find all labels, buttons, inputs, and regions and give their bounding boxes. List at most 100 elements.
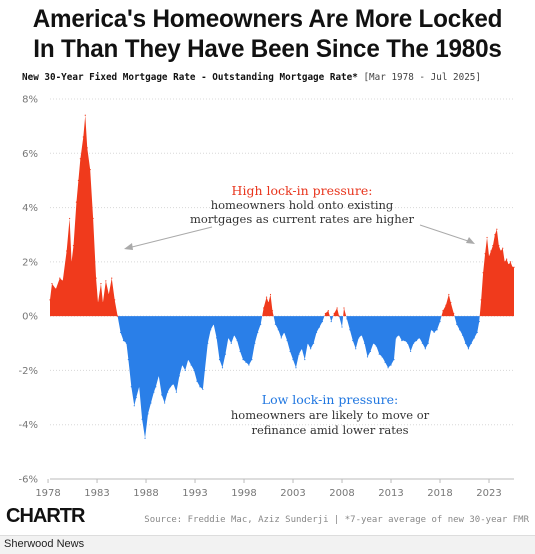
data-point [218, 358, 221, 361]
data-point [464, 342, 467, 344]
data-point [361, 334, 363, 336]
x-tick-label: 1983 [84, 488, 109, 499]
data-point [424, 348, 426, 350]
data-point [445, 304, 447, 306]
data-point [89, 168, 91, 171]
data-point [161, 394, 163, 396]
data-point [412, 342, 415, 344]
data-point [133, 405, 135, 407]
data-point [82, 136, 84, 138]
x-tick-label: 2003 [280, 488, 305, 499]
data-point [117, 315, 119, 317]
y-tick-label: 2% [22, 257, 38, 268]
data-point [127, 358, 129, 361]
data-point [178, 375, 180, 377]
data-point [352, 339, 354, 342]
x-tick-label: 1988 [133, 488, 158, 499]
data-point [375, 345, 377, 347]
data-point [210, 329, 212, 331]
x-tick-label: 2018 [427, 488, 452, 499]
data-point [401, 339, 403, 342]
data-point [215, 337, 218, 339]
data-point [248, 364, 250, 366]
data-point [260, 323, 262, 325]
chart-title: America's Homeowners Are More Locked In … [8, 4, 527, 64]
annotation-low-line2: refinance amid lower rates [251, 423, 408, 437]
data-point [442, 310, 444, 312]
y-tick-label: 6% [22, 149, 38, 160]
annotation-high-line2: mortgages as current rates are higher [190, 212, 414, 226]
data-point [204, 369, 206, 372]
x-tick-label: 2008 [329, 488, 354, 499]
data-point [239, 350, 241, 353]
data-point [190, 364, 192, 366]
chart-subtitle: New 30-Year Fixed Mortgage Rate - Outsta… [22, 72, 532, 83]
data-point [155, 386, 157, 388]
data-point [66, 250, 68, 252]
data-point [267, 301, 270, 304]
data-point [453, 312, 455, 315]
data-point [84, 114, 86, 116]
data-point [343, 307, 345, 309]
data-point [480, 299, 482, 301]
data-point [324, 312, 326, 315]
data-point [450, 301, 452, 304]
data-point [410, 350, 412, 353]
data-point [346, 318, 348, 320]
data-point [181, 364, 183, 366]
bottom-bar: Sherwood News [0, 535, 535, 554]
data-point [433, 331, 435, 334]
data-point [245, 361, 247, 363]
data-point [213, 323, 215, 325]
y-tick-label: 0% [22, 312, 38, 323]
data-point [321, 320, 324, 323]
data-point [369, 350, 372, 353]
subtitle-text: New 30-Year Fixed Mortgage Rate - Outsta… [22, 72, 358, 83]
data-point [390, 364, 392, 366]
data-point [193, 369, 195, 372]
data-point [398, 334, 400, 336]
data-point [415, 339, 418, 342]
data-point [318, 326, 321, 328]
plot-area [49, 114, 515, 439]
data-point [102, 301, 104, 304]
data-point [224, 353, 227, 355]
data-point [49, 299, 51, 301]
x-tick-label: 1993 [182, 488, 207, 499]
data-point [75, 201, 78, 203]
arrow-right-icon [419, 224, 475, 244]
data-point [227, 337, 229, 339]
data-point [330, 320, 332, 323]
data-point [119, 331, 122, 334]
data-point [496, 228, 498, 230]
chart-title-line1: America's Homeowners Are More Locked [32, 5, 503, 33]
series-area-negative [50, 316, 514, 439]
data-point [169, 386, 172, 388]
annotation-low-title: Low lock-in pressure: [262, 392, 398, 407]
data-point [55, 288, 57, 290]
data-point [289, 350, 291, 353]
data-point [280, 337, 282, 339]
data-point [349, 329, 351, 331]
data-point [196, 380, 198, 382]
data-point [114, 299, 116, 301]
data-point [86, 147, 88, 149]
data-point [233, 334, 235, 336]
arrow-left-icon [124, 226, 213, 250]
data-point [366, 356, 369, 358]
data-point [338, 315, 340, 317]
data-point [509, 261, 512, 263]
data-point [404, 339, 406, 342]
data-point [108, 293, 110, 296]
data-point [166, 391, 169, 393]
data-point [292, 358, 294, 361]
annotation-high-line1: homeowners hold onto existing [211, 198, 394, 212]
data-point [313, 342, 315, 344]
data-point [172, 383, 175, 385]
data-point [478, 320, 480, 323]
data-point [486, 236, 488, 239]
data-point [387, 367, 389, 369]
data-point [513, 266, 515, 268]
data-point [439, 320, 441, 323]
chart-title-line2: In Than They Have Been Since The 1980s [33, 35, 502, 63]
